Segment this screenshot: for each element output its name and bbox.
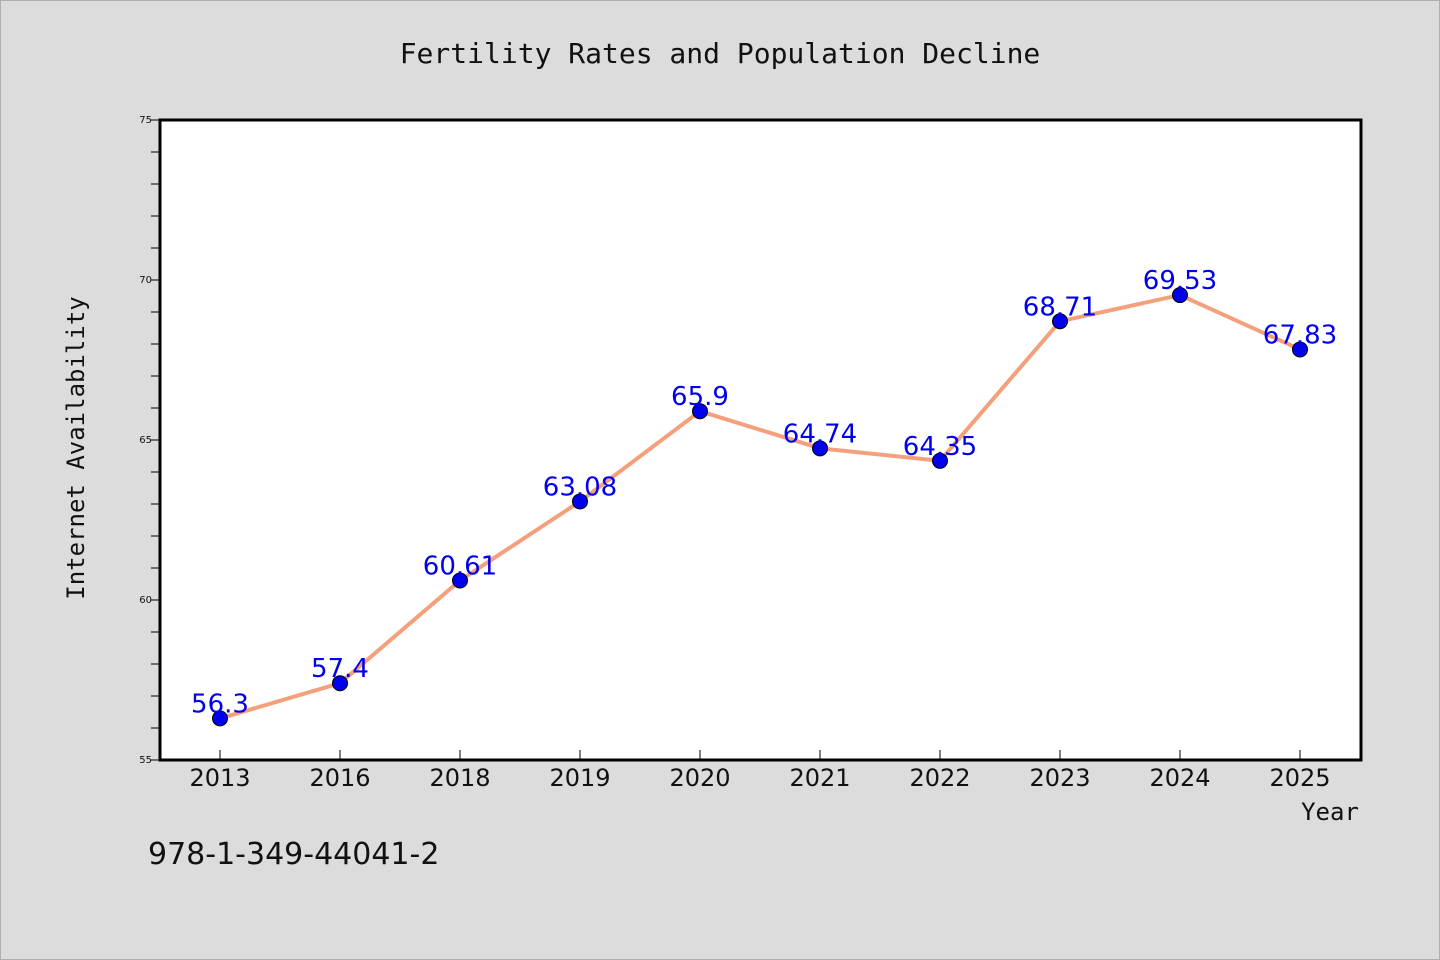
- plot-area: [158, 118, 1363, 762]
- data-point: [332, 675, 348, 692]
- series-line-group: [218, 293, 1302, 721]
- data-label: 68.71: [1023, 292, 1097, 322]
- data-label: 64.74: [783, 419, 857, 449]
- x-tick-label: 2024: [1149, 764, 1210, 792]
- data-label: 57.4: [311, 654, 369, 684]
- data-point: [692, 403, 708, 420]
- y-tick-label: 75: [139, 115, 152, 126]
- x-tick-label: 2022: [909, 764, 970, 792]
- x-tick-label: 2025: [1269, 764, 1330, 792]
- data-point: [1292, 341, 1308, 358]
- data-labels: 56.3 57.4 60.61 63.08 65.9 64.74 64.35 68.71 69.…: [191, 266, 1337, 719]
- x-tick-label: 2016: [309, 764, 370, 792]
- data-label: 69.53: [1143, 266, 1217, 296]
- data-label: 63.08: [543, 472, 617, 502]
- x-tick-label: 2023: [1029, 764, 1090, 792]
- data-label: 60.61: [423, 551, 497, 581]
- x-tick-label: 2021: [789, 764, 850, 792]
- y-tick-label: 60: [139, 595, 152, 606]
- data-label: 64.35: [903, 432, 977, 462]
- x-tick-label: 2013: [189, 764, 250, 792]
- isbn-text: 978-1-349-44041-2: [148, 837, 439, 872]
- x-axis: 2013 2016 2018 2019 2020 2021 2022 2023 2024 2025: [189, 750, 1331, 792]
- y-tick-label: 70: [139, 275, 152, 286]
- data-label: 56.3: [191, 689, 249, 719]
- x-tick-label: 2019: [549, 764, 610, 792]
- data-points: [212, 287, 1308, 727]
- x-tick-label: 2018: [429, 764, 490, 792]
- data-point: [572, 493, 588, 510]
- data-label: 67.83: [1263, 320, 1337, 350]
- y-axis-label: Internet Availability: [62, 296, 90, 599]
- data-point: [812, 440, 828, 457]
- y-tick-label: 55: [139, 755, 152, 766]
- data-point: [932, 452, 948, 469]
- x-axis-label: Year: [1301, 798, 1359, 826]
- y-axis: 55 60 65 70 75: [139, 115, 159, 766]
- data-point: [1052, 313, 1068, 330]
- data-point: [1172, 287, 1188, 304]
- data-point: [452, 572, 468, 589]
- series-line: [218, 293, 1302, 721]
- chart-title: Fertility Rates and Population Decline: [400, 37, 1041, 70]
- data-point: [212, 710, 228, 727]
- data-label: 65.9: [671, 382, 729, 412]
- y-tick-label: 65: [139, 435, 152, 446]
- x-tick-label: 2020: [669, 764, 730, 792]
